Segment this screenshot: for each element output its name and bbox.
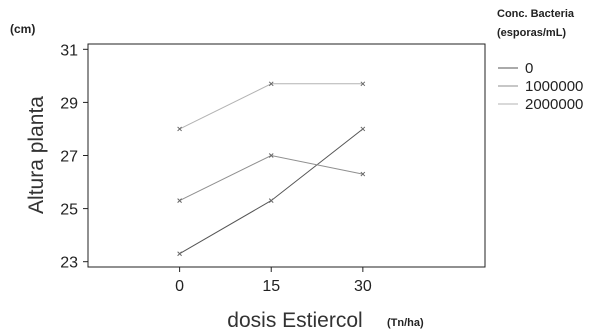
x-axis: 0 15 30 xyxy=(175,267,372,295)
legend-label: 2000000 xyxy=(525,96,583,113)
y-tick-label: 23 xyxy=(60,255,78,272)
y-axis-title: Altura planta xyxy=(25,96,48,214)
data-point xyxy=(177,198,182,203)
legend: Conc. Bacteria (esporas/mL) 010000002000… xyxy=(497,8,583,113)
y-axis: 23 25 27 29 31 xyxy=(60,42,88,272)
data-point xyxy=(268,153,274,158)
data-point xyxy=(268,198,274,203)
y-tick-label: 31 xyxy=(60,42,78,59)
x-axis-unit: (Tn/ha) xyxy=(387,317,424,329)
series-group xyxy=(177,81,366,257)
y-tick-label: 27 xyxy=(60,149,78,166)
y-tick-label: 25 xyxy=(60,202,78,219)
data-point xyxy=(360,126,366,132)
legend-label: 0 xyxy=(525,60,533,77)
legend-label: 1000000 xyxy=(525,78,583,95)
x-axis-title: dosis Estiercol xyxy=(227,309,362,332)
data-point xyxy=(360,171,366,177)
data-point xyxy=(177,251,182,257)
series-line-1000000 xyxy=(179,154,363,202)
series-line-0 xyxy=(179,128,364,255)
data-point xyxy=(268,81,274,87)
legend-title-line2: (esporas/mL) xyxy=(497,27,566,39)
series-line-2000000 xyxy=(179,83,363,130)
data-point xyxy=(177,126,182,132)
x-tick-label: 0 xyxy=(175,278,184,295)
x-tick-label: 15 xyxy=(262,278,280,295)
legend-title-line1: Conc. Bacteria xyxy=(497,8,575,20)
x-tick-label: 30 xyxy=(354,278,372,295)
y-tick-label: 29 xyxy=(60,95,78,112)
y-axis-unit: (cm) xyxy=(10,22,35,36)
data-point xyxy=(360,81,366,87)
plot-area-frame xyxy=(87,43,486,268)
